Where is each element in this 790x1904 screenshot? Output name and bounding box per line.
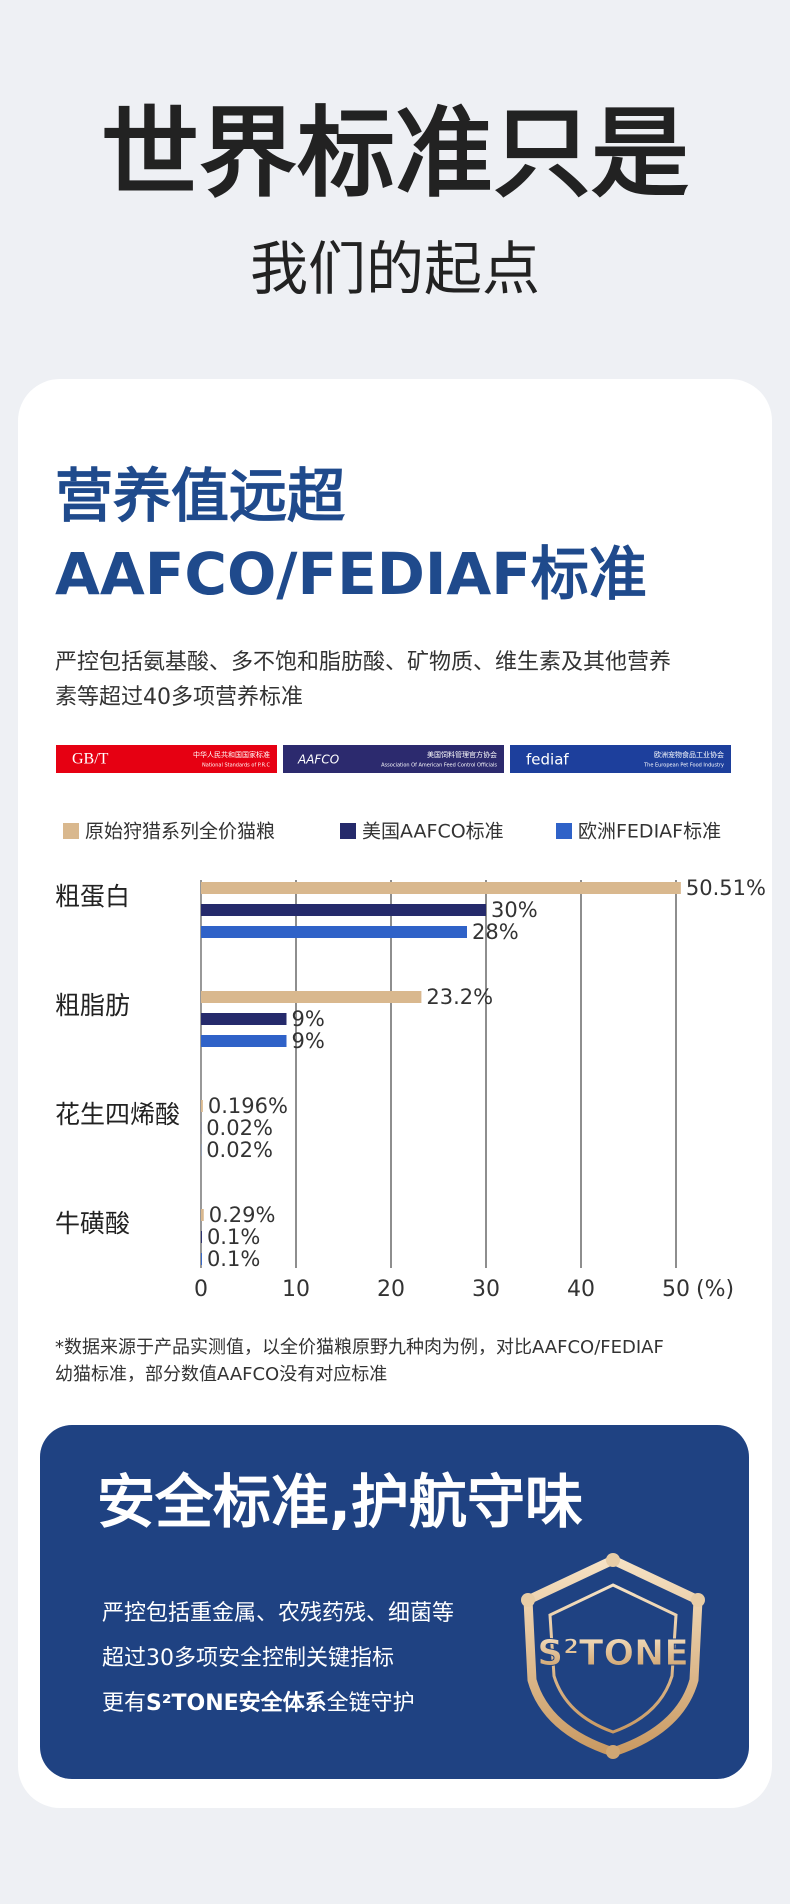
value-label: 0.196%	[208, 1094, 288, 1118]
logo-cn: 美国饲料管理官方协会	[427, 750, 497, 759]
footnote: *数据来源于产品实测值，以全价猫粮原野九种肉为例，对比AAFCO/FEDIAF	[55, 1337, 664, 1358]
x-axis-unit: (%)	[696, 1277, 734, 1302]
logo-strip: GB/T 中华人民共和国国家标准 National Standards of P…	[56, 745, 731, 773]
node	[606, 1553, 620, 1567]
legend-label: 原始狩猎系列全价猫粮	[85, 821, 275, 843]
value-label: 50.51%	[686, 876, 766, 900]
value-label: 30%	[491, 898, 538, 922]
category-label: 牛磺酸	[55, 1209, 130, 1238]
bar	[201, 1013, 287, 1025]
legend-swatch	[63, 823, 79, 839]
logo-name: fediaf	[526, 751, 569, 769]
bar	[201, 1100, 203, 1112]
value-label: 28%	[472, 920, 519, 944]
footnote: 幼猫标准，部分数值AAFCO没有对应标准	[55, 1364, 387, 1385]
x-tick-label: 0	[194, 1277, 208, 1302]
page-title: 世界标准只是	[101, 97, 689, 211]
logo-cn: 欧洲宠物食品工业协会	[654, 750, 724, 759]
logo-bg	[56, 745, 277, 773]
bar	[201, 882, 681, 894]
chart: 原始狩猎系列全价猫粮 美国AAFCO标准 欧洲FEDIAF标准 0 10 20 30 40 50…	[55, 821, 766, 1303]
x-tick-label: 10	[282, 1277, 310, 1302]
bar	[201, 991, 422, 1003]
logo-name: GB/T	[72, 751, 109, 768]
x-tick-label: 50	[662, 1277, 690, 1302]
section-title: 营养值远超	[55, 462, 346, 530]
bar	[201, 1209, 204, 1221]
value-label: 0.02%	[206, 1116, 273, 1140]
bar	[201, 1231, 202, 1243]
logo-en: Association Of American Feed Control Off…	[381, 763, 497, 769]
bar	[201, 1253, 202, 1265]
logo-bg	[283, 745, 504, 773]
section-title: AAFCO/FEDIAF标准	[55, 540, 647, 608]
x-tick-label: 20	[377, 1277, 405, 1302]
safety-line: 严控包括重金属、农残药残、细菌等	[102, 1601, 454, 1626]
text-bold: S²TONE安全体系	[146, 1690, 327, 1716]
safety-title: 安全标准,护航守味	[97, 1468, 583, 1536]
safety-line: 超过30多项安全控制关键指标	[102, 1646, 394, 1671]
page-subtitle: 我们的起点	[250, 235, 540, 303]
bar	[201, 926, 467, 938]
text: 更有	[102, 1691, 146, 1716]
value-label: 0.29%	[209, 1203, 276, 1227]
shield-inner	[548, 1583, 678, 1734]
legend-swatch	[340, 823, 356, 839]
category-label: 粗脂肪	[55, 991, 130, 1020]
x-tick-label: 40	[567, 1277, 595, 1302]
logo-en: The European Pet Food Industry	[643, 763, 724, 769]
safety-line: 更有S²TONE安全体系全链守护	[102, 1690, 415, 1716]
legend-swatch	[556, 823, 572, 839]
shield-logo: S²TONE	[521, 1553, 705, 1759]
bar	[201, 904, 486, 916]
legend-label: 欧洲FEDIAF标准	[578, 821, 721, 843]
description: 素等超过40多项营养标准	[55, 685, 303, 710]
logo-text: S²TONE	[537, 1633, 689, 1674]
value-label: 9%	[292, 1007, 325, 1031]
category-label: 粗蛋白	[55, 882, 130, 911]
node	[521, 1593, 535, 1607]
value-label: 0.02%	[206, 1138, 273, 1162]
description: 严控包括氨基酸、多不饱和脂肪酸、矿物质、维生素及其他营养	[55, 650, 671, 675]
value-label: 9%	[292, 1029, 325, 1053]
logo-bg	[510, 745, 731, 773]
value-label: 0.1%	[207, 1225, 260, 1249]
logo-en: National Standards of P.R.C	[202, 763, 270, 769]
logo-name: AAFCO	[297, 753, 339, 767]
node	[606, 1745, 620, 1759]
legend-label: 美国AAFCO标准	[362, 821, 504, 843]
safety-panel	[40, 1425, 749, 1779]
value-label: 0.1%	[207, 1247, 260, 1271]
bar	[201, 1035, 287, 1047]
x-tick-label: 30	[472, 1277, 500, 1302]
logo-cn: 中华人民共和国国家标准	[193, 750, 270, 759]
text: 全链守护	[327, 1691, 415, 1716]
node	[691, 1593, 705, 1607]
value-label: 23.2%	[426, 985, 493, 1009]
category-label: 花生四烯酸	[55, 1100, 180, 1129]
